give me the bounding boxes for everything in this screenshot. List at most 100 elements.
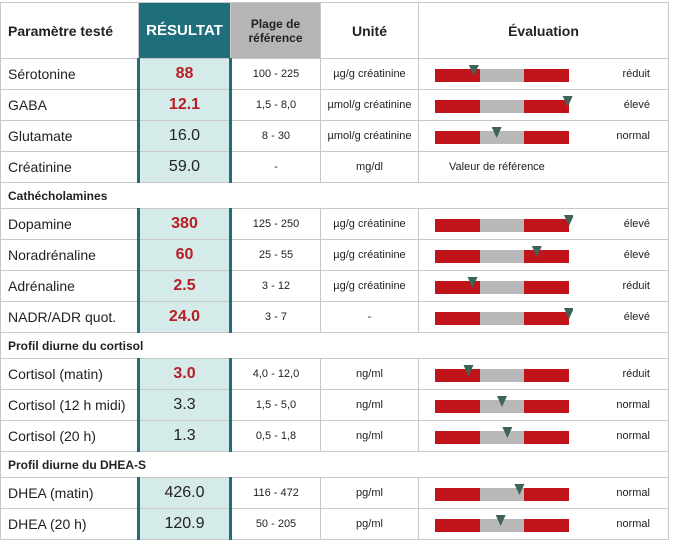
gauge-marker xyxy=(514,484,525,495)
gauge-low xyxy=(435,431,480,444)
gauge-normal xyxy=(480,312,524,325)
gauge-marker xyxy=(562,96,573,107)
gauge xyxy=(435,396,569,413)
evaluation-cell: élevé xyxy=(418,301,669,333)
header-row: Paramètre testé RÉSULTAT Plage de référe… xyxy=(0,2,669,59)
reference-range: 50 - 205 xyxy=(230,508,321,540)
result-value: 380 xyxy=(137,208,232,240)
result-value: 88 xyxy=(137,58,232,90)
evaluation-label: normal xyxy=(616,130,650,142)
evaluation-label: élevé xyxy=(623,311,650,323)
table-row: Cathécholamines xyxy=(0,182,669,209)
reference-range: 3 - 7 xyxy=(230,301,321,333)
table-row: DHEA (20 h) 120.9 50 - 205 pg/ml normal xyxy=(0,508,669,540)
evaluation-label: réduit xyxy=(622,68,650,80)
header-range: Plage de référence xyxy=(230,2,321,59)
evaluation-cell: normal xyxy=(418,420,669,452)
table-row: Cortisol (12 h midi) 3.3 1,5 - 5,0 ng/ml nor… xyxy=(0,389,669,421)
gauge-low xyxy=(435,131,480,144)
table-row: Adrénaline 2.5 3 - 12 µg/g créatinine réduit xyxy=(0,270,669,302)
gauge xyxy=(435,365,569,382)
gauge-normal xyxy=(480,69,524,82)
gauge-low xyxy=(435,312,480,325)
parameter-name: Dopamine xyxy=(0,208,139,240)
evaluation-label: élevé xyxy=(623,218,650,230)
reference-range: 4,0 - 12,0 xyxy=(230,358,321,390)
reference-range: 125 - 250 xyxy=(230,208,321,240)
gauge-high xyxy=(524,250,569,263)
parameter-name: DHEA (20 h) xyxy=(0,508,139,540)
gauge-marker xyxy=(463,365,474,376)
gauge-marker xyxy=(495,515,506,526)
table-row: Noradrénaline 60 25 - 55 µg/g créatinine éle… xyxy=(0,239,669,271)
evaluation-cell: élevé xyxy=(418,208,669,240)
result-value: 2.5 xyxy=(137,270,232,302)
table-row: Profil diurne du DHEA-S xyxy=(0,451,669,478)
gauge-high xyxy=(524,100,569,113)
reference-range: 1,5 - 8,0 xyxy=(230,89,321,121)
gauge-low xyxy=(435,69,480,82)
table-row: DHEA (matin) 426.0 116 - 472 pg/ml normal xyxy=(0,477,669,509)
gauge-marker xyxy=(564,215,573,226)
header-name: Paramètre testé xyxy=(0,2,139,59)
result-value: 1.3 xyxy=(137,420,232,452)
header-result: RÉSULTAT xyxy=(138,2,231,59)
parameter-name: NADR/ADR quot. xyxy=(0,301,139,333)
parameter-name: Cortisol (12 h midi) xyxy=(0,389,139,421)
gauge-normal xyxy=(480,519,524,532)
table-row: Créatinine 59.0- mg/dl Valeur de référence xyxy=(0,151,669,183)
result-value: 60 xyxy=(137,239,232,271)
gauge-low xyxy=(435,219,480,232)
result-value: 120.9 xyxy=(137,508,232,540)
unit: µg/g créatinine xyxy=(320,58,419,90)
gauge-high xyxy=(524,369,569,382)
table-row: Sérotonine 88 100 - 225 µg/g créatinine rédu… xyxy=(0,58,669,90)
evaluation-cell: réduit xyxy=(418,358,669,390)
reference-range: 100 - 225 xyxy=(230,58,321,90)
unit: µg/g créatinine xyxy=(320,208,419,240)
result-value: 24.0 xyxy=(137,301,232,333)
unit: ng/ml xyxy=(320,389,419,421)
evaluation-cell: réduit xyxy=(418,270,669,302)
table-body: Sérotonine 88 100 - 225 µg/g créatinine rédu… xyxy=(0,58,669,540)
gauge-normal xyxy=(480,250,524,263)
result-value: 59.0 xyxy=(137,151,232,183)
evaluation-cell: normal xyxy=(418,508,669,540)
evaluation-label: normal xyxy=(616,518,650,530)
gauge xyxy=(435,277,569,294)
unit: ng/ml xyxy=(320,420,419,452)
gauge-marker xyxy=(468,65,479,76)
gauge-high xyxy=(524,488,569,501)
gauge xyxy=(435,427,569,444)
unit: - xyxy=(320,301,419,333)
gauge xyxy=(435,96,573,113)
evaluation-label: élevé xyxy=(623,249,650,261)
table-row: NADR/ADR quot. 24.0 3 - 7- élevé xyxy=(0,301,669,333)
result-value: 12.1 xyxy=(137,89,232,121)
unit: mg/dl xyxy=(320,151,419,183)
evaluation-cell: élevé xyxy=(418,239,669,271)
gauge-low xyxy=(435,100,480,113)
unit: µmol/g créatinine xyxy=(320,120,419,152)
evaluation-label: élevé xyxy=(623,99,650,111)
gauge xyxy=(435,215,573,232)
gauge-high xyxy=(524,69,569,82)
reference-range: 25 - 55 xyxy=(230,239,321,271)
evaluation-label: normal xyxy=(616,487,650,499)
result-value: 16.0 xyxy=(137,120,232,152)
reference-range: 8 - 30 xyxy=(230,120,321,152)
table-row: Cortisol (matin) 3.0 4,0 - 12,0 ng/ml réduit xyxy=(0,358,669,390)
header-evaluation: Évaluation xyxy=(418,2,669,59)
gauge-marker xyxy=(531,246,542,257)
gauge-low xyxy=(435,488,480,501)
parameter-name: Créatinine xyxy=(0,151,139,183)
evaluation-cell: élevé xyxy=(418,89,669,121)
gauge-high xyxy=(524,281,569,294)
gauge-high xyxy=(524,312,569,325)
parameter-name: Noradrénaline xyxy=(0,239,139,271)
gauge-normal xyxy=(480,131,524,144)
parameter-name: Cortisol (matin) xyxy=(0,358,139,390)
evaluation-cell: Valeur de référence xyxy=(418,151,669,183)
gauge-normal xyxy=(480,100,524,113)
